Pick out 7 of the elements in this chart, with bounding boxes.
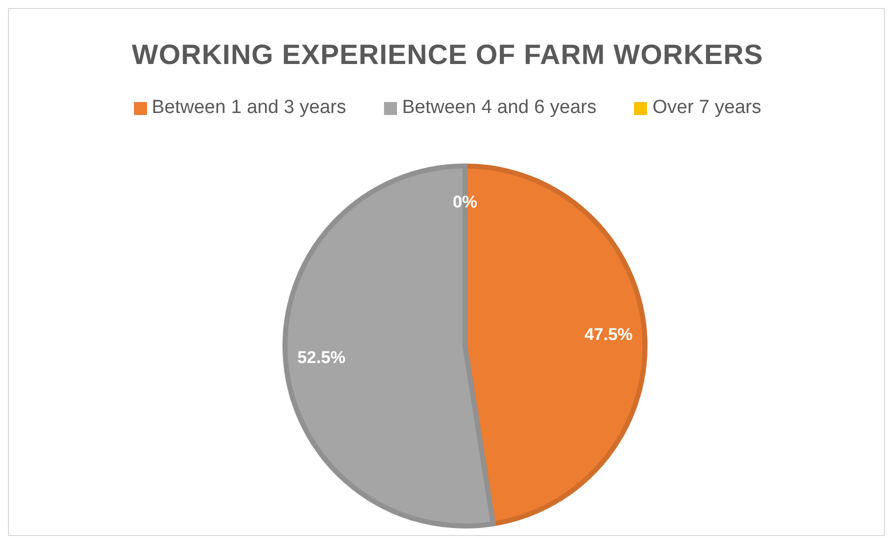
data-label: 52.5% [297,348,346,367]
data-label: 47.5% [584,325,633,344]
legend-label: Between 1 and 3 years [152,97,346,119]
legend-label: Between 4 and 6 years [402,97,596,119]
legend-label: Over 7 years [652,97,762,119]
chart-title: WORKING EXPERIENCE OF FARM WORKERS [130,39,764,71]
pie-slice [282,164,496,528]
